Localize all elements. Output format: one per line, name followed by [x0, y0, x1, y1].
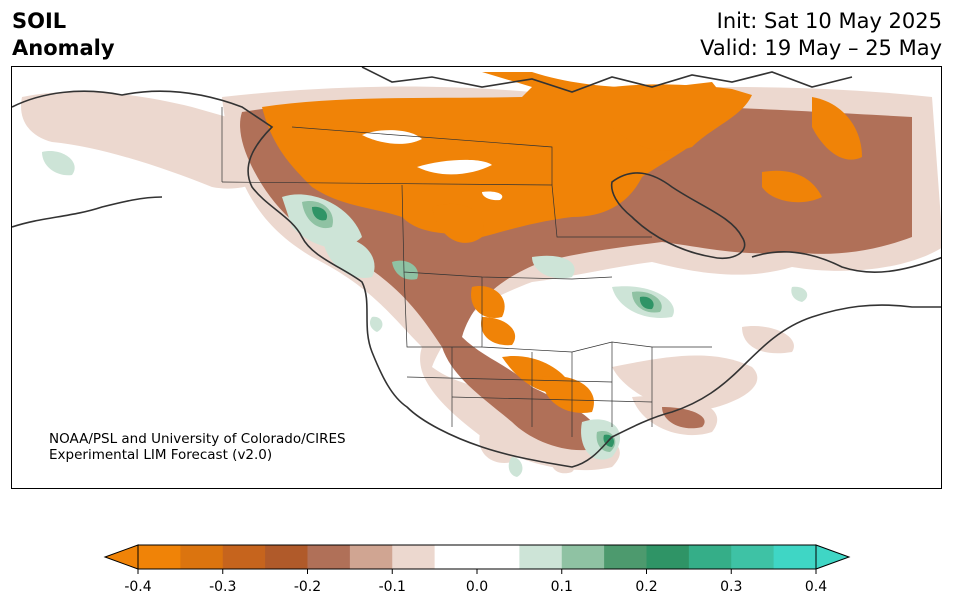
credit-line-1: NOAA/PSL and University of Colorado/CIRE…	[49, 431, 346, 447]
colorbar-tick-label: 0.1	[551, 579, 573, 595]
colorbar-segment	[392, 545, 436, 569]
political-borders	[221, 107, 712, 437]
colorbar-segment	[307, 545, 351, 569]
colorbar-segment	[604, 545, 647, 569]
colorbar-tick-label: -0.4	[124, 579, 151, 595]
credit-text: NOAA/PSL and University of Colorado/CIRE…	[49, 431, 346, 463]
colorbar-segment	[646, 545, 690, 569]
colorbar-tick-label: 0.0	[466, 579, 488, 595]
map-title: SOIL Anomaly	[12, 8, 115, 62]
colorbar-segments	[138, 545, 817, 569]
colorbar-ticks: -0.4 -0.3 -0.2 -0.1 0.0 0.1 0.2 0.3 0.4	[124, 569, 827, 595]
colorbar-segment	[349, 545, 393, 569]
valid-range: Valid: 19 May – 25 May	[700, 36, 942, 60]
colorbar-extend-right	[815, 544, 851, 570]
title-line-2: Anomaly	[12, 36, 115, 60]
colorbar-segment	[265, 545, 308, 569]
colorbar-segment	[138, 545, 181, 569]
title-line-1: SOIL	[12, 9, 67, 33]
colorbar-segment	[222, 545, 266, 569]
colorbar-tick-label: -0.2	[294, 579, 321, 595]
colorbar-tick-label: 0.4	[805, 579, 827, 595]
colorbar-tick-label: 0.2	[635, 579, 657, 595]
forecast-dates: Init: Sat 10 May 2025 Valid: 19 May – 25…	[700, 8, 942, 62]
colorbar-segment	[731, 545, 775, 569]
colorbar-segment	[773, 545, 817, 569]
colorbar-segment	[477, 545, 520, 569]
colorbar-segment	[519, 545, 563, 569]
coastlines	[12, 67, 941, 468]
colorbar-tick-label: -0.1	[379, 579, 406, 595]
credit-line-2: Experimental LIM Forecast (v2.0)	[49, 447, 273, 463]
anomaly-map	[12, 67, 941, 477]
colorbar-segment	[688, 545, 732, 569]
colorbar-segment	[180, 545, 224, 569]
colorbar-segment	[561, 545, 605, 569]
colorbar-tick-label: 0.3	[720, 579, 742, 595]
colorbar-extend-left	[103, 544, 139, 570]
colorbar-segment	[434, 545, 478, 569]
map-panel	[11, 66, 942, 489]
init-date: Init: Sat 10 May 2025	[716, 9, 942, 33]
colorbar-tick-label: -0.3	[209, 579, 236, 595]
